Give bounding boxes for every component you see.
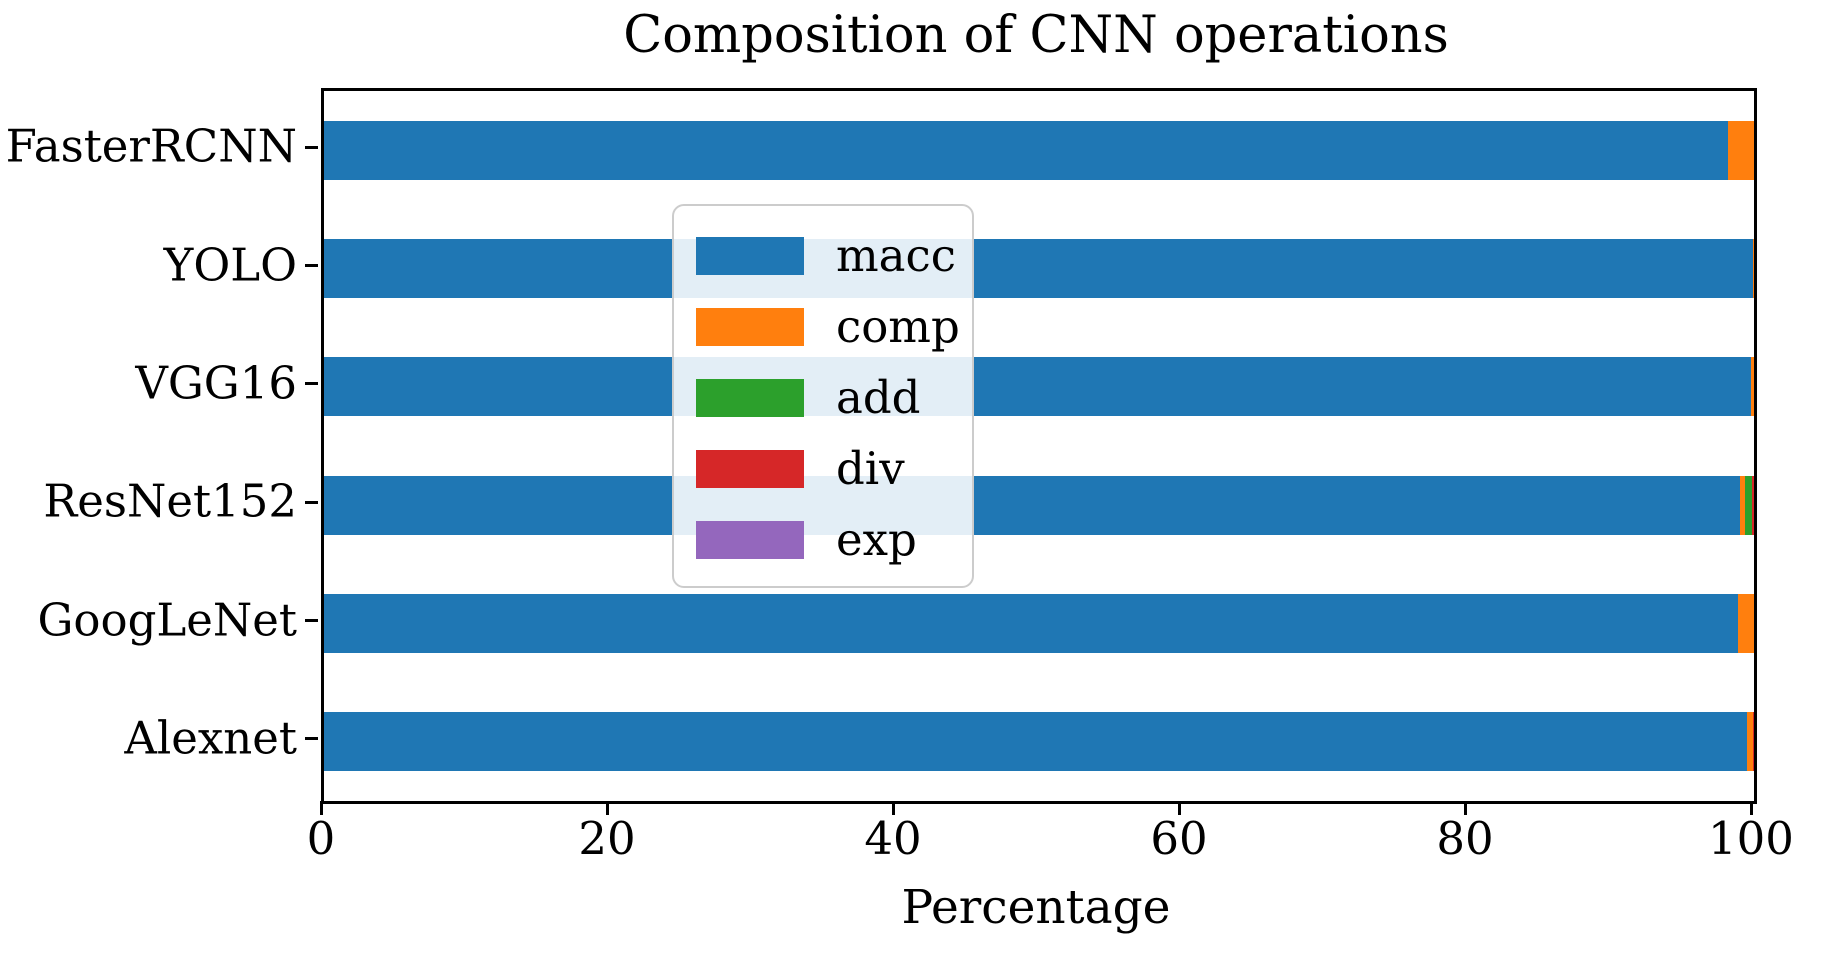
legend-entry-exp: exp <box>696 504 972 575</box>
bar-row <box>324 328 1754 446</box>
legend-swatch-add <box>696 378 804 417</box>
stacked-bar <box>324 712 1754 772</box>
legend-swatch-exp <box>696 520 804 559</box>
x-tick-mark <box>1463 801 1467 815</box>
bar-segment-macc <box>324 120 1729 180</box>
bar-segment-div <box>1752 712 1754 772</box>
y-tick-label: VGG16 <box>135 356 297 410</box>
stacked-bar <box>324 357 1754 417</box>
bar-segment-macc <box>324 593 1739 653</box>
y-tick-mark <box>305 737 318 741</box>
y-tick-mark <box>305 264 318 267</box>
y-tick-label: GoogLeNet <box>37 592 297 646</box>
legend-entry-add: add <box>696 362 972 433</box>
y-tick-mark <box>305 145 318 149</box>
x-tick-mark <box>605 801 609 815</box>
x-tick-mark <box>319 801 323 815</box>
stacked-bar <box>324 120 1754 180</box>
bar-segment-div <box>1751 475 1754 535</box>
legend-label: exp <box>836 513 917 566</box>
legend-swatch-macc <box>696 236 804 275</box>
y-tick-label: Alexnet <box>124 711 297 765</box>
legend-label: div <box>836 442 905 495</box>
legend-entry-div: div <box>696 433 972 504</box>
bar-row <box>324 209 1754 327</box>
bar-segment-comp <box>1746 712 1753 772</box>
x-tick-mark <box>1177 801 1181 815</box>
legend-swatch-div <box>696 449 804 488</box>
x-tick-mark <box>891 801 895 815</box>
chart-title: Composition of CNN operations <box>623 6 1449 65</box>
bar-row <box>324 564 1754 682</box>
bar-segment-macc <box>324 712 1747 772</box>
x-tick-label: 40 <box>864 812 922 865</box>
bar-segment-comp <box>1752 238 1754 298</box>
x-tick-label: 0 <box>306 812 336 865</box>
legend-entry-comp: comp <box>696 291 972 362</box>
stacked-bar <box>324 593 1754 653</box>
legend-swatch-comp <box>696 307 804 346</box>
x-tick-mark <box>1749 801 1753 815</box>
legend-label: macc <box>836 229 956 282</box>
legend-entry-macc: macc <box>696 220 972 291</box>
legend: macc comp add div exp <box>672 204 974 588</box>
x-tick-label: 20 <box>578 812 636 865</box>
y-tick-label: FasterRCNN <box>5 119 297 173</box>
bar-row <box>324 446 1754 564</box>
bar-segment-comp <box>1738 593 1754 653</box>
bar-segment-comp <box>1739 475 1746 535</box>
x-tick-label: 80 <box>1436 812 1494 865</box>
bar-segment-add <box>1745 475 1752 535</box>
stacked-bar <box>324 475 1754 535</box>
bar-segment-macc <box>324 475 1740 535</box>
y-tick-label: YOLO <box>163 237 297 291</box>
plot-area: macc comp add div exp <box>321 88 1757 804</box>
bar-row <box>324 91 1754 209</box>
x-axis-title: Percentage <box>901 880 1171 935</box>
legend-label: add <box>836 371 921 424</box>
y-tick-mark <box>305 500 318 504</box>
legend-label: comp <box>836 300 960 353</box>
bar-segment-comp <box>1751 357 1754 417</box>
x-tick-label: 60 <box>1150 812 1208 865</box>
bar-row <box>324 683 1754 801</box>
stacked-bar <box>324 238 1754 298</box>
y-tick-mark <box>305 619 318 622</box>
x-tick-label: 100 <box>1708 812 1794 865</box>
bar-segment-macc <box>324 238 1753 298</box>
bar-segment-macc <box>324 357 1752 417</box>
legend-rows: macc comp add div exp <box>696 220 972 575</box>
bar-segment-comp <box>1728 120 1754 180</box>
y-tick-label: ResNet152 <box>43 474 297 528</box>
y-tick-mark <box>305 382 318 386</box>
